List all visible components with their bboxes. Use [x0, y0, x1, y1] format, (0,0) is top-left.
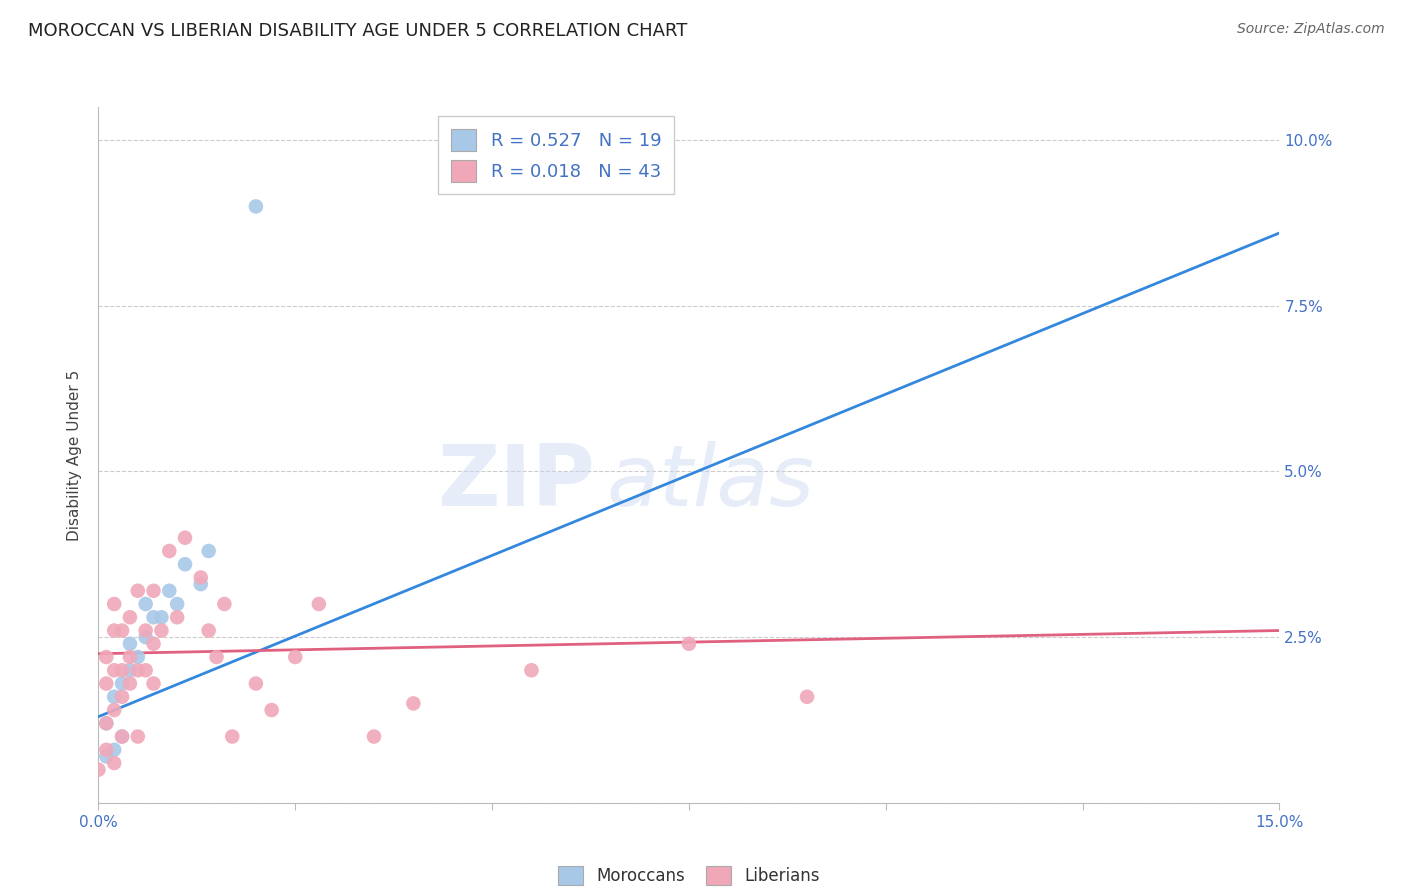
Point [127, 730, 149, 744]
Point [245, 199, 267, 213]
Point [174, 558, 197, 572]
Point [135, 624, 157, 638]
Point [111, 730, 134, 744]
Point [96, 749, 118, 764]
Point [150, 624, 173, 638]
Point [260, 703, 283, 717]
Point [142, 637, 165, 651]
Legend: Moroccans, Liberians: Moroccans, Liberians [551, 859, 827, 892]
Point [214, 597, 236, 611]
Point [197, 544, 219, 558]
Point [284, 650, 307, 665]
Point [118, 637, 141, 651]
Point [111, 624, 134, 638]
Point [87, 763, 110, 777]
Point [96, 676, 118, 690]
Point [103, 663, 125, 677]
Point [142, 610, 165, 624]
Point [174, 531, 197, 545]
Point [135, 663, 157, 677]
Point [135, 597, 157, 611]
Point [118, 610, 141, 624]
Point [127, 650, 149, 665]
Point [166, 610, 188, 624]
Point [190, 570, 212, 584]
Point [190, 577, 212, 591]
Point [157, 583, 180, 598]
Point [118, 676, 141, 690]
Point [111, 663, 134, 677]
Point [363, 730, 385, 744]
Point [103, 597, 125, 611]
Point [520, 663, 543, 677]
Point [103, 624, 125, 638]
Point [103, 743, 125, 757]
Point [221, 730, 243, 744]
Point [678, 637, 700, 651]
Point [402, 697, 425, 711]
Text: atlas: atlas [606, 442, 814, 524]
Point [135, 630, 157, 644]
Point [142, 676, 165, 690]
Point [111, 690, 134, 704]
Point [96, 716, 118, 731]
Point [96, 650, 118, 665]
Point [118, 650, 141, 665]
Point [96, 743, 118, 757]
Point [103, 756, 125, 770]
Point [127, 583, 149, 598]
Point [245, 676, 267, 690]
Text: Source: ZipAtlas.com: Source: ZipAtlas.com [1237, 22, 1385, 37]
Point [103, 703, 125, 717]
Point [142, 583, 165, 598]
Point [157, 544, 180, 558]
Point [197, 624, 219, 638]
Text: MOROCCAN VS LIBERIAN DISABILITY AGE UNDER 5 CORRELATION CHART: MOROCCAN VS LIBERIAN DISABILITY AGE UNDE… [28, 22, 688, 40]
Point [796, 690, 818, 704]
Point [150, 610, 173, 624]
Point [96, 716, 118, 731]
Point [127, 663, 149, 677]
Y-axis label: Disability Age Under 5: Disability Age Under 5 [67, 369, 83, 541]
Point [166, 597, 188, 611]
Point [111, 676, 134, 690]
Point [205, 650, 228, 665]
Text: ZIP: ZIP [437, 442, 595, 524]
Point [308, 597, 330, 611]
Point [103, 690, 125, 704]
Point [118, 663, 141, 677]
Point [111, 730, 134, 744]
